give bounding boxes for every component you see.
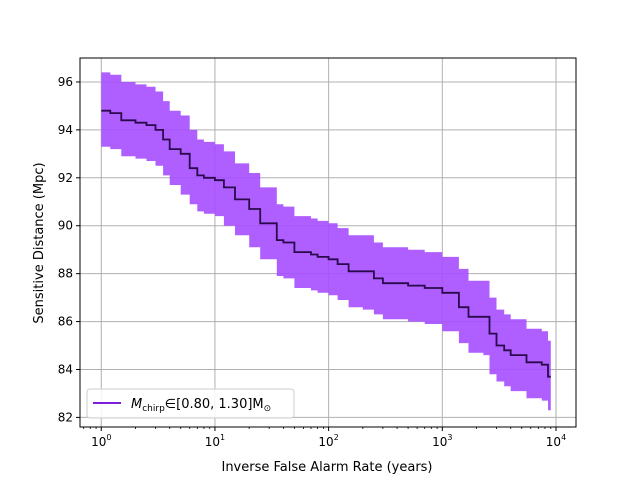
legend-label-subscript: chirp [142,404,165,414]
legend: Mchirp∈[0.80, 1.30]M⊙ [86,388,295,419]
x-tick-exponent: 0 [106,433,111,442]
x-tick-label: 100 [91,433,111,449]
y-tick-label: 82 [58,410,73,424]
x-tick-label: 101 [205,433,225,449]
x-tick-exponent: 4 [561,433,566,442]
sensitive-distance-line [101,109,551,378]
legend-label-sun-symbol: ⊙ [264,404,272,414]
x-tick-label: 103 [432,433,452,449]
y-tick-label: 94 [58,123,73,137]
y-tick-label: 92 [58,171,73,185]
y-tick-label: 96 [58,75,73,89]
x-tick-base: 10 [546,435,561,449]
legend-label-range: ∈[0.80, 1.30]M [165,397,264,412]
x-axis-label: Inverse False Alarm Rate (years) [221,460,432,475]
y-tick-label: 88 [58,267,73,281]
x-tick-base: 10 [432,435,447,449]
y-axis-label: Sensitive Distance (Mpc) [32,162,47,323]
series-line-layer [101,109,551,378]
y-tick-label: 90 [58,219,73,233]
x-tick-exponent: 2 [334,433,339,442]
x-tick-base: 10 [205,435,220,449]
x-tick-base: 10 [91,435,106,449]
confidence-band [101,72,551,411]
y-tick-label: 84 [58,362,73,376]
x-tick-exponent: 1 [220,433,225,442]
axes-frame [79,57,577,428]
x-tick-label: 104 [546,433,566,449]
confidence-band-layer [101,72,551,411]
x-tick-base: 10 [318,435,333,449]
x-tick-exponent: 3 [447,433,452,442]
legend-label: Mchirp∈[0.80, 1.30]M⊙ [131,397,271,414]
legend-box [86,388,295,419]
y-tick-label: 86 [58,315,73,329]
legend-label-main: M [131,397,142,412]
x-tick-label: 102 [318,433,338,449]
